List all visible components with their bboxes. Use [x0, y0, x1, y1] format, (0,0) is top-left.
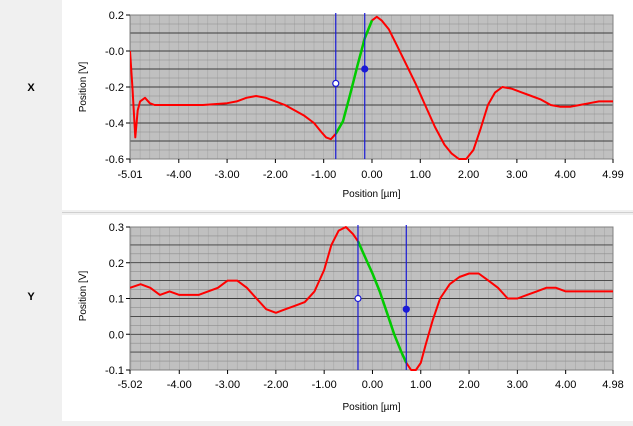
- x-tick-label: 1.00: [410, 169, 431, 181]
- x-tick-label: 2.00: [458, 379, 479, 391]
- x-tick-label: -4.00: [166, 169, 191, 181]
- x-tick-label: -2.00: [263, 169, 288, 181]
- fit-segment-line: [356, 240, 408, 364]
- y-tick-label: 0.3: [109, 222, 124, 234]
- x-tick-label: 3.00: [506, 169, 527, 181]
- x-tick-label: -3.00: [215, 169, 240, 181]
- x-tick-label: -1.00: [311, 169, 336, 181]
- y-tick-label: 0.0: [109, 329, 124, 341]
- y-tick-label: -0.0: [105, 46, 124, 58]
- x-tick-label: -2.00: [263, 379, 288, 391]
- x-axis-title: Position [µm]: [342, 402, 400, 413]
- y-tick-label: -0.4: [105, 118, 124, 130]
- x-tick-label: 4.98: [602, 379, 623, 391]
- x-tick-label: -5.01: [117, 169, 142, 181]
- x-tick-label: -5.02: [117, 379, 142, 391]
- position-chart-y[interactable]: 0.3 0.2 0.1 0.0 -0.1 -5.02 -4.00 -3.00 -2.00 -1.0…: [62, 215, 633, 421]
- chart-panel-x: 0.2 -0.0 -0.2 -0.4 -0.6 -5.01 -4.00 -3.00 -2.00 -…: [62, 0, 633, 210]
- x-tick-label: 4.00: [555, 379, 576, 391]
- y-axis-title: Position [V]: [78, 61, 89, 112]
- panel-divider: [62, 212, 633, 213]
- y-tick-label: 0.1: [109, 294, 124, 306]
- y-tick-label: 0.2: [109, 258, 124, 270]
- x-tick-label: 4.00: [554, 169, 575, 181]
- cursor-marker: [332, 79, 340, 88]
- y-tick-label: -0.1: [105, 365, 124, 377]
- cursor-marker: [402, 305, 410, 313]
- x-tick-label: 0.00: [362, 379, 383, 391]
- x-tick-label: 3.00: [507, 379, 528, 391]
- y-axis-title: Position [V]: [78, 270, 89, 321]
- x-tick-label: 0.00: [361, 169, 382, 181]
- channel-label-y: Y: [27, 291, 35, 303]
- x-tick-label: 1.00: [410, 379, 431, 391]
- y-tick-label: -0.2: [105, 82, 124, 94]
- y-tick-label: 0.2: [109, 10, 124, 22]
- fit-segment-line: [334, 19, 374, 135]
- cursor-marker: [354, 294, 362, 303]
- x-axis-title: Position [µm]: [342, 189, 400, 200]
- y-tick-label: -0.6: [105, 154, 124, 166]
- cursor-marker: [361, 65, 369, 73]
- chart-panel-y: 0.3 0.2 0.1 0.0 -0.1 -5.02 -4.00 -3.00 -2.00 -1.0…: [62, 215, 633, 421]
- x-tick-label: -4.00: [167, 379, 192, 391]
- position-chart-x[interactable]: 0.2 -0.0 -0.2 -0.4 -0.6 -5.01 -4.00 -3.00 -2.00 -…: [62, 0, 633, 210]
- x-tick-label: 4.99: [602, 169, 623, 181]
- x-tick-label: -3.00: [215, 379, 240, 391]
- channel-label-x: X: [27, 82, 35, 94]
- x-tick-label: 2.00: [458, 169, 479, 181]
- x-tick-label: -1.00: [312, 379, 337, 391]
